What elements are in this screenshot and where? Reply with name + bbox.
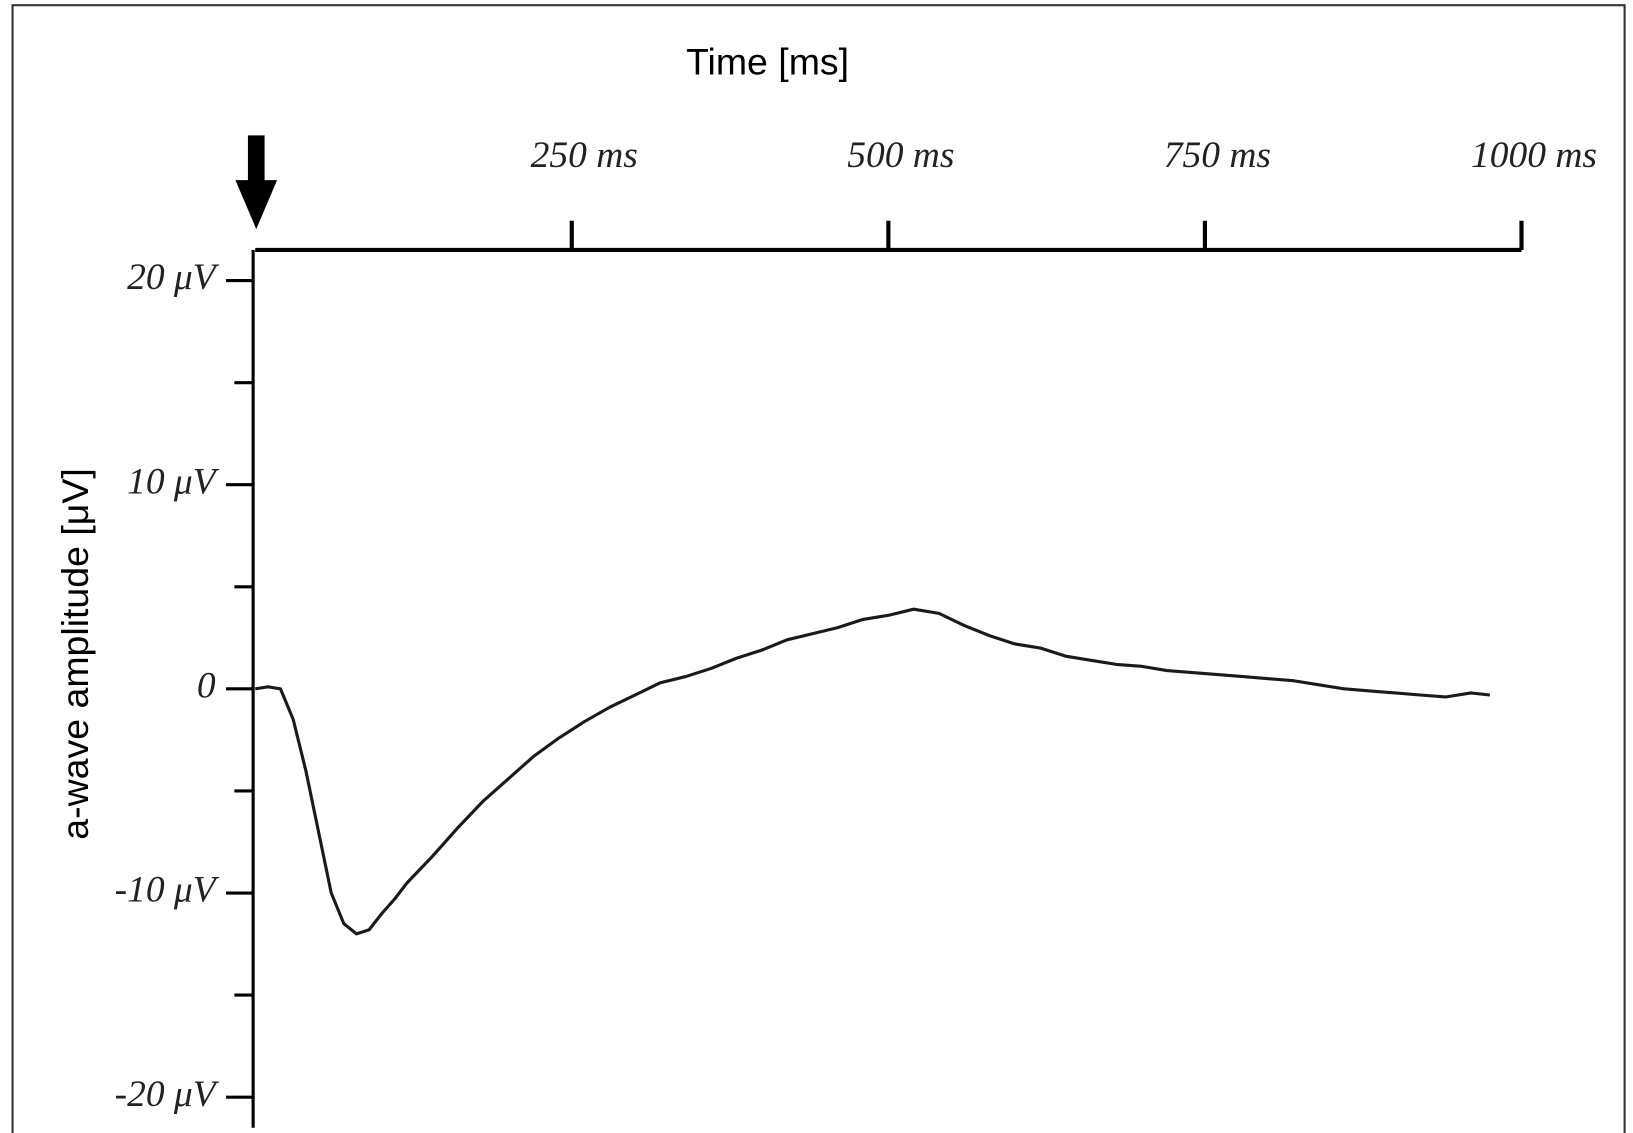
y-tick-label: -20 μV xyxy=(115,1074,220,1115)
x-tick-label: 250 ms xyxy=(531,135,638,176)
chart-title: Time [ms] xyxy=(686,40,849,82)
trace xyxy=(254,607,1491,936)
stimulus-arrow xyxy=(235,135,278,230)
y-tick-label: 20 μV xyxy=(127,257,220,298)
y-tick-label: 0 xyxy=(197,665,216,706)
y-tick-label: -10 μV xyxy=(115,870,220,911)
x-tick-label: 1000 ms xyxy=(1471,135,1597,176)
y-tick-label: 10 μV xyxy=(127,461,220,502)
y-axis-label: a-wave amplitude [μV] xyxy=(54,468,96,839)
frame xyxy=(11,4,1626,1133)
x-tick-label: 500 ms xyxy=(847,135,954,176)
x-tick-label: 750 ms xyxy=(1164,135,1271,176)
